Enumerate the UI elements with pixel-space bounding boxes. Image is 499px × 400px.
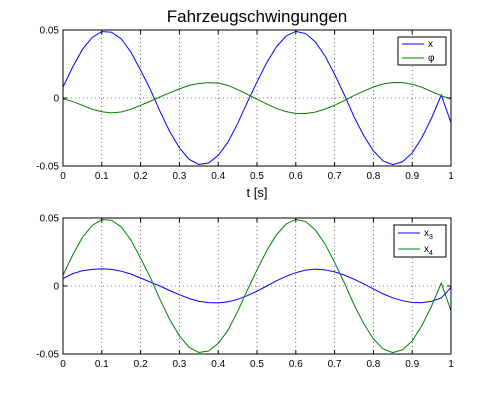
legend-box [397, 36, 447, 66]
legend-label-subscript: 4 [429, 250, 433, 257]
legend-label: x3 [424, 228, 433, 241]
y-tick-label: -0.05 [36, 350, 59, 361]
series-line-1 [62, 268, 452, 304]
y-tick-label: 0.05 [40, 26, 60, 37]
x-tick-label: 0 [60, 171, 66, 182]
x-tick-label: 0.6 [289, 359, 303, 370]
y-tick-label: 0 [53, 282, 59, 293]
x-axis-label: t [s] [247, 185, 268, 200]
x-tick-label: 0.7 [328, 171, 342, 182]
x-tick-label: 0.1 [95, 359, 109, 370]
x-tick-label: 1 [448, 359, 454, 370]
x-tick-label: 0 [60, 359, 66, 370]
y-tick-label: 0.05 [40, 214, 60, 225]
legend-label: x [428, 39, 433, 50]
legend-label: φ [428, 53, 435, 64]
x-tick-label: 0.2 [134, 359, 148, 370]
x-tick-label: 0.8 [366, 359, 380, 370]
x-tick-label: 0.2 [134, 171, 148, 182]
chart-title: Fahrzeugschwingungen [167, 7, 348, 26]
legend-label-subscript: 3 [429, 234, 433, 241]
legend-box [393, 224, 447, 258]
legend: xφ [397, 36, 447, 66]
x-tick-label: 0.3 [172, 359, 186, 370]
x-tick-label: 0.7 [328, 359, 342, 370]
x-tick-label: 0.9 [405, 171, 419, 182]
plot-bottom: 0 0.1 0.2 0.3 0.4 0.5 0.6 0.7 0.8 0.9 1-0.0500.05x… [36, 214, 454, 371]
x-tick-label: 0.9 [405, 359, 419, 370]
x-tick-label: 0.1 [95, 171, 109, 182]
x-tick-label: 1 [448, 171, 454, 182]
plot-top: 0 0.1 0.2 0.3 0.4 0.5 0.6 0.7 0.8 0.9 1-0.0500.05x… [36, 26, 454, 183]
x-tick-label: 0.6 [289, 171, 303, 182]
series-line-2 [62, 218, 452, 354]
x-tick-label: 0.8 [366, 171, 380, 182]
x-tick-label: 0.3 [172, 171, 186, 182]
series-line-1 [62, 30, 452, 166]
x-tick-label: 0.5 [250, 171, 264, 182]
x-tick-label: 0.4 [211, 171, 225, 182]
x-tick-label: 0.5 [250, 359, 264, 370]
legend-label: x4 [424, 244, 433, 257]
y-tick-label: -0.05 [36, 162, 59, 173]
series-line-2 [62, 81, 452, 115]
x-tick-label: 0.4 [211, 359, 225, 370]
legend: x3 x4 [393, 224, 447, 258]
y-tick-label: 0 [53, 94, 59, 105]
